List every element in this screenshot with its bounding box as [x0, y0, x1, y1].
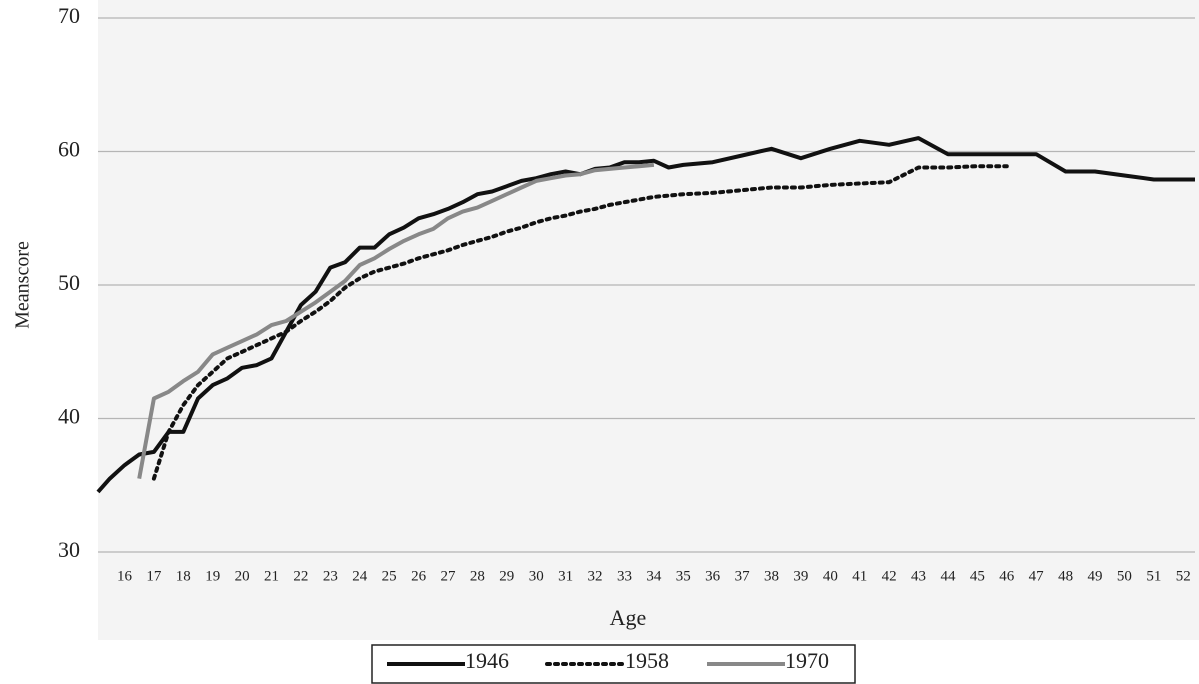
series-line	[137, 162, 655, 479]
plot-background	[98, 0, 1199, 640]
x-tick-label: 40	[823, 568, 838, 584]
x-tick-label: 26	[411, 568, 427, 584]
x-tick-label: 30	[529, 568, 544, 584]
x-tick-label: 39	[793, 568, 808, 584]
series-line	[96, 136, 1195, 494]
x-tick-label: 35	[676, 568, 691, 584]
x-tick-label: 24	[352, 568, 368, 584]
x-tick-label: 28	[470, 568, 485, 584]
x-tick-label: 33	[617, 568, 632, 584]
x-tick-label: 32	[588, 568, 603, 584]
x-tick-label: 45	[970, 568, 985, 584]
x-tick-label: 23	[323, 568, 338, 584]
x-tick-label: 22	[293, 568, 308, 584]
x-tick-label: 31	[558, 568, 573, 584]
x-tick-label: 27	[440, 568, 456, 584]
x-tick-label: 21	[264, 568, 279, 584]
x-tick-label: 44	[940, 568, 956, 584]
legend-label: 1946	[465, 648, 509, 673]
y-tick-label: 50	[58, 270, 80, 295]
y-axis-label: Meanscore	[12, 241, 34, 329]
x-tick-label: 43	[911, 568, 926, 584]
x-tick-label: 29	[499, 568, 514, 584]
x-tick-label: 52	[1176, 568, 1191, 584]
y-tick-label: 30	[58, 537, 80, 562]
x-tick-label: 41	[852, 568, 867, 584]
x-tick-label: 34	[646, 568, 662, 584]
x-axis-label: Age	[610, 605, 647, 630]
x-tick-label: 50	[1117, 568, 1132, 584]
y-tick-label: 40	[58, 404, 80, 429]
x-tick-label: 19	[205, 568, 220, 584]
legend-label: 1970	[785, 648, 829, 673]
x-tick-label: 20	[235, 568, 250, 584]
series-line	[151, 164, 1009, 481]
x-tick-label: 25	[382, 568, 397, 584]
x-tick-label: 38	[764, 568, 779, 584]
y-tick-label: 60	[58, 137, 80, 162]
y-tick-label: 70	[58, 3, 80, 28]
legend-label: 1958	[625, 648, 669, 673]
x-tick-label: 37	[735, 568, 751, 584]
x-tick-label: 36	[705, 568, 721, 584]
x-tick-label: 49	[1088, 568, 1103, 584]
x-tick-label: 46	[999, 568, 1015, 584]
x-tick-label: 42	[882, 568, 897, 584]
x-tick-label: 18	[176, 568, 191, 584]
x-tick-label: 48	[1058, 568, 1073, 584]
x-tick-label: 51	[1146, 568, 1161, 584]
x-tick-label: 16	[117, 568, 133, 584]
x-tick-label: 17	[146, 568, 162, 584]
x-tick-label: 47	[1029, 568, 1045, 584]
